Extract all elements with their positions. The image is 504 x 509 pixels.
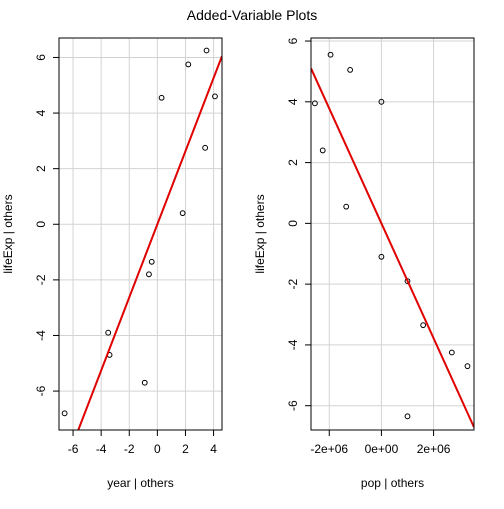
panel-frame xyxy=(58,37,223,431)
data-point xyxy=(378,253,385,260)
y-tick-label: -2 xyxy=(286,278,300,289)
x-tick-label: -6 xyxy=(68,442,79,456)
data-point xyxy=(319,147,326,154)
y-tick-label: 6 xyxy=(34,54,48,61)
data-point xyxy=(203,47,210,54)
data-point xyxy=(404,413,411,420)
fit-line xyxy=(311,67,474,428)
y-tick-label: 4 xyxy=(34,109,48,116)
y-tick-label: 2 xyxy=(34,165,48,172)
x-tick-label: -2e+06 xyxy=(310,442,348,456)
y-tick-label: -2 xyxy=(34,274,48,285)
x-tick-label: 0e+00 xyxy=(365,442,399,456)
panel-frame xyxy=(310,37,475,431)
data-point xyxy=(158,94,165,101)
data-point xyxy=(202,144,209,151)
data-point xyxy=(312,100,318,107)
x-axis-label: pop | others xyxy=(361,476,424,490)
data-point xyxy=(464,363,471,370)
data-point xyxy=(185,61,192,68)
x-tick-label: 0 xyxy=(154,442,161,456)
figure-title: Added-Variable Plots xyxy=(187,7,317,23)
y-axis-label: lifeExp | others xyxy=(1,194,15,273)
panel-1: -6 -4 -2 0 2 4 -6 -4 -2 0 2 4 6 year | others lifeExp … xyxy=(1,37,223,490)
y-tick-label: 6 xyxy=(286,37,300,44)
fit-line xyxy=(77,55,222,430)
data-point xyxy=(378,98,385,105)
data-point xyxy=(212,93,218,100)
data-point xyxy=(347,67,354,73)
data-point xyxy=(179,210,186,217)
y-tick-label: -6 xyxy=(34,385,48,396)
data-point xyxy=(105,329,112,336)
x-tick-label: 2e+06 xyxy=(417,442,451,456)
y-tick-label: -6 xyxy=(286,400,300,411)
data-point xyxy=(448,349,455,356)
x-axis-label: year | others xyxy=(107,476,173,490)
x-tick-label: 4 xyxy=(210,442,217,456)
data-point xyxy=(146,271,152,278)
y-tick-label: 0 xyxy=(286,220,300,227)
data-point xyxy=(148,258,155,265)
panel-2: -2e+06 0e+00 2e+06 -6 -4 -2 0 2 4 6 pop | others li… xyxy=(253,37,475,490)
data-point xyxy=(141,379,148,386)
data-point xyxy=(61,410,68,417)
x-tick-label: -2 xyxy=(124,442,135,456)
y-axis-label: lifeExp | others xyxy=(253,194,267,273)
y-tick-label: 4 xyxy=(286,98,300,105)
y-tick-label: -4 xyxy=(286,339,300,350)
y-tick-label: -4 xyxy=(34,330,48,341)
y-tick-label: 2 xyxy=(286,159,300,166)
data-point xyxy=(343,203,350,210)
y-tick-label: 0 xyxy=(34,221,48,228)
data-point xyxy=(420,322,427,329)
data-point xyxy=(327,51,334,58)
x-tick-label: -4 xyxy=(96,442,107,456)
x-tick-label: 2 xyxy=(182,442,189,456)
